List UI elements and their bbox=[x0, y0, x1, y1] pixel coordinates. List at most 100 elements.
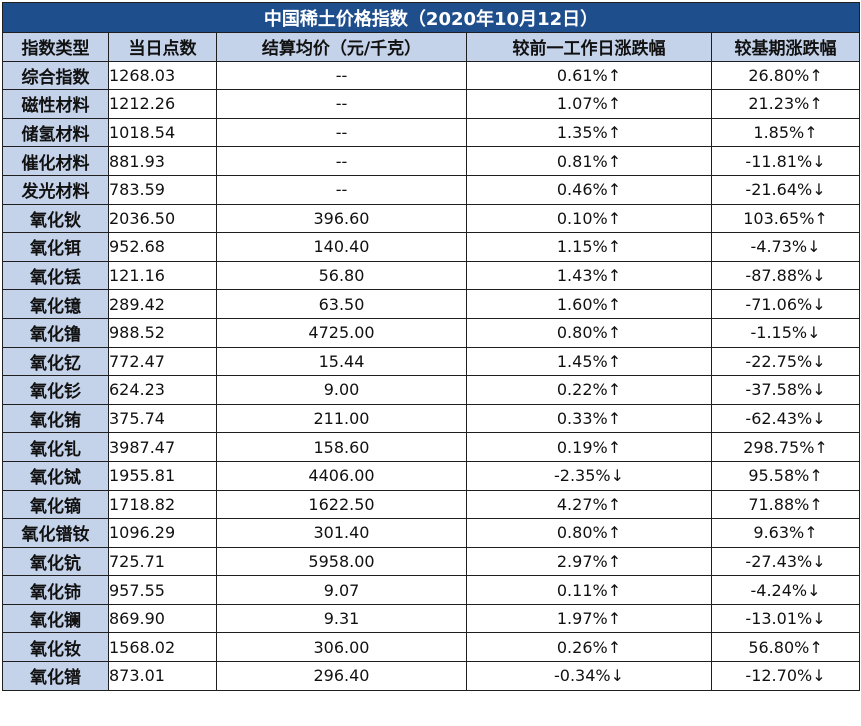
index-name-cell: 综合指数 bbox=[2, 60, 109, 91]
day-change-cell: 1.43%↑ bbox=[466, 260, 712, 291]
header-index-type: 指数类型 bbox=[2, 32, 109, 62]
avg-price-cell: 211.00 bbox=[216, 403, 467, 434]
base-change-cell: -11.81%↓ bbox=[710, 146, 861, 176]
index-name-cell: 发光材料 bbox=[2, 174, 109, 205]
base-change-cell: 9.63%↑ bbox=[710, 518, 861, 548]
base-change-cell: 26.80%↑ bbox=[710, 60, 861, 91]
day-change-cell: 0.22%↑ bbox=[466, 375, 712, 405]
points-cell: 873.01 bbox=[108, 661, 217, 691]
avg-price-cell: 9.07 bbox=[216, 575, 467, 605]
index-name-cell: 催化材料 bbox=[2, 146, 109, 176]
avg-price-cell: 140.40 bbox=[216, 232, 467, 262]
index-name-cell: 氧化钕 bbox=[2, 632, 109, 663]
avg-price-cell: 396.60 bbox=[216, 203, 467, 234]
index-name-cell: 氧化铽 bbox=[2, 460, 109, 491]
base-change-cell: 71.88%↑ bbox=[710, 489, 861, 520]
base-change-cell: 56.80%↑ bbox=[710, 632, 861, 663]
header-points: 当日点数 bbox=[108, 32, 217, 62]
day-change-cell: 0.80%↑ bbox=[466, 518, 712, 548]
index-name-cell: 氧化钪 bbox=[2, 546, 109, 577]
points-cell: 289.42 bbox=[108, 289, 217, 319]
header-avg-price: 结算均价（元/千克） bbox=[216, 32, 467, 62]
avg-price-cell: 56.80 bbox=[216, 260, 467, 291]
index-name-cell: 氧化钇 bbox=[2, 346, 109, 377]
price-index-table: 中国稀土价格指数（2020年10月12日） 指数类型 当日点数 结算均价（元/千… bbox=[1, 2, 861, 691]
points-cell: 1955.81 bbox=[108, 460, 217, 491]
base-change-cell: -4.73%↓ bbox=[710, 232, 861, 262]
points-cell: 952.68 bbox=[108, 232, 217, 262]
avg-price-cell: 296.40 bbox=[216, 661, 467, 691]
points-cell: 1018.54 bbox=[108, 117, 217, 148]
table-row: 发光材料 783.59 -- 0.46%↑ -21.64%↓ bbox=[2, 174, 861, 205]
avg-price-cell: -- bbox=[216, 117, 467, 148]
table-row: 氧化镝 1718.82 1622.50 4.27%↑ 71.88%↑ bbox=[2, 489, 861, 520]
avg-price-cell: 158.60 bbox=[216, 432, 467, 462]
base-change-cell: 1.85%↑ bbox=[710, 117, 861, 148]
points-cell: 1096.29 bbox=[108, 518, 217, 548]
base-change-cell: -37.58%↓ bbox=[710, 375, 861, 405]
day-change-cell: -0.34%↓ bbox=[466, 661, 712, 691]
day-change-cell: 1.07%↑ bbox=[466, 89, 712, 119]
avg-price-cell: 5958.00 bbox=[216, 546, 467, 577]
base-change-cell: -22.75%↓ bbox=[710, 346, 861, 377]
index-name-cell: 氧化钐 bbox=[2, 375, 109, 405]
table-row: 氧化钇 772.47 15.44 1.45%↑ -22.75%↓ bbox=[2, 346, 861, 377]
points-cell: 772.47 bbox=[108, 346, 217, 377]
day-change-cell: 0.26%↑ bbox=[466, 632, 712, 663]
avg-price-cell: 306.00 bbox=[216, 632, 467, 663]
base-change-cell: 103.65%↑ bbox=[710, 203, 861, 234]
index-name-cell: 氧化铥 bbox=[2, 260, 109, 291]
table-row: 氧化铽 1955.81 4406.00 -2.35%↓ 95.58%↑ bbox=[2, 460, 861, 491]
base-change-cell: 298.75%↑ bbox=[710, 432, 861, 462]
index-name-cell: 氧化镧 bbox=[2, 603, 109, 634]
day-change-cell: -2.35%↓ bbox=[466, 460, 712, 491]
header-day-change: 较前一工作日涨跌幅 bbox=[466, 32, 712, 62]
base-change-cell: -71.06%↓ bbox=[710, 289, 861, 319]
avg-price-cell: -- bbox=[216, 174, 467, 205]
points-cell: 1268.03 bbox=[108, 60, 217, 91]
points-cell: 957.55 bbox=[108, 575, 217, 605]
avg-price-cell: -- bbox=[216, 89, 467, 119]
points-cell: 1568.02 bbox=[108, 632, 217, 663]
table-row: 氧化铥 121.16 56.80 1.43%↑ -87.88%↓ bbox=[2, 260, 861, 291]
avg-price-cell: -- bbox=[216, 146, 467, 176]
day-change-cell: 0.61%↑ bbox=[466, 60, 712, 91]
avg-price-cell: -- bbox=[216, 60, 467, 91]
table-row: 氧化铒 952.68 140.40 1.15%↑ -4.73%↓ bbox=[2, 232, 861, 262]
day-change-cell: 1.15%↑ bbox=[466, 232, 712, 262]
base-change-cell: -12.70%↓ bbox=[710, 661, 861, 691]
points-cell: 624.23 bbox=[108, 375, 217, 405]
index-name-cell: 氧化钬 bbox=[2, 203, 109, 234]
base-change-cell: 95.58%↑ bbox=[710, 460, 861, 491]
points-cell: 3987.47 bbox=[108, 432, 217, 462]
day-change-cell: 0.10%↑ bbox=[466, 203, 712, 234]
points-cell: 1212.26 bbox=[108, 89, 217, 119]
base-change-cell: -13.01%↓ bbox=[710, 603, 861, 634]
points-cell: 725.71 bbox=[108, 546, 217, 577]
table-title: 中国稀土价格指数（2020年10月12日） bbox=[1, 2, 861, 33]
points-cell: 783.59 bbox=[108, 174, 217, 205]
header-base-change: 较基期涨跌幅 bbox=[710, 32, 861, 62]
avg-price-cell: 301.40 bbox=[216, 518, 467, 548]
table-row: 氧化镨钕 1096.29 301.40 0.80%↑ 9.63%↑ bbox=[2, 518, 861, 548]
index-name-cell: 氧化钆 bbox=[2, 432, 109, 462]
index-name-cell: 氧化镨钕 bbox=[2, 518, 109, 548]
day-change-cell: 0.11%↑ bbox=[466, 575, 712, 605]
points-cell: 988.52 bbox=[108, 317, 217, 348]
avg-price-cell: 63.50 bbox=[216, 289, 467, 319]
title-row: 中国稀土价格指数（2020年10月12日） bbox=[1, 2, 861, 33]
index-name-cell: 氧化铕 bbox=[2, 403, 109, 434]
base-change-cell: -87.88%↓ bbox=[710, 260, 861, 291]
points-cell: 2036.50 bbox=[108, 203, 217, 234]
table-row: 氧化铕 375.74 211.00 0.33%↑ -62.43%↓ bbox=[2, 403, 861, 434]
avg-price-cell: 9.00 bbox=[216, 375, 467, 405]
day-change-cell: 1.60%↑ bbox=[466, 289, 712, 319]
day-change-cell: 4.27%↑ bbox=[466, 489, 712, 520]
base-change-cell: -21.64%↓ bbox=[710, 174, 861, 205]
table-row: 氧化镨 873.01 296.40 -0.34%↓ -12.70%↓ bbox=[2, 661, 861, 691]
day-change-cell: 0.81%↑ bbox=[466, 146, 712, 176]
table-row: 储氢材料 1018.54 -- 1.35%↑ 1.85%↑ bbox=[2, 117, 861, 148]
points-cell: 869.90 bbox=[108, 603, 217, 634]
index-name-cell: 氧化镨 bbox=[2, 661, 109, 691]
